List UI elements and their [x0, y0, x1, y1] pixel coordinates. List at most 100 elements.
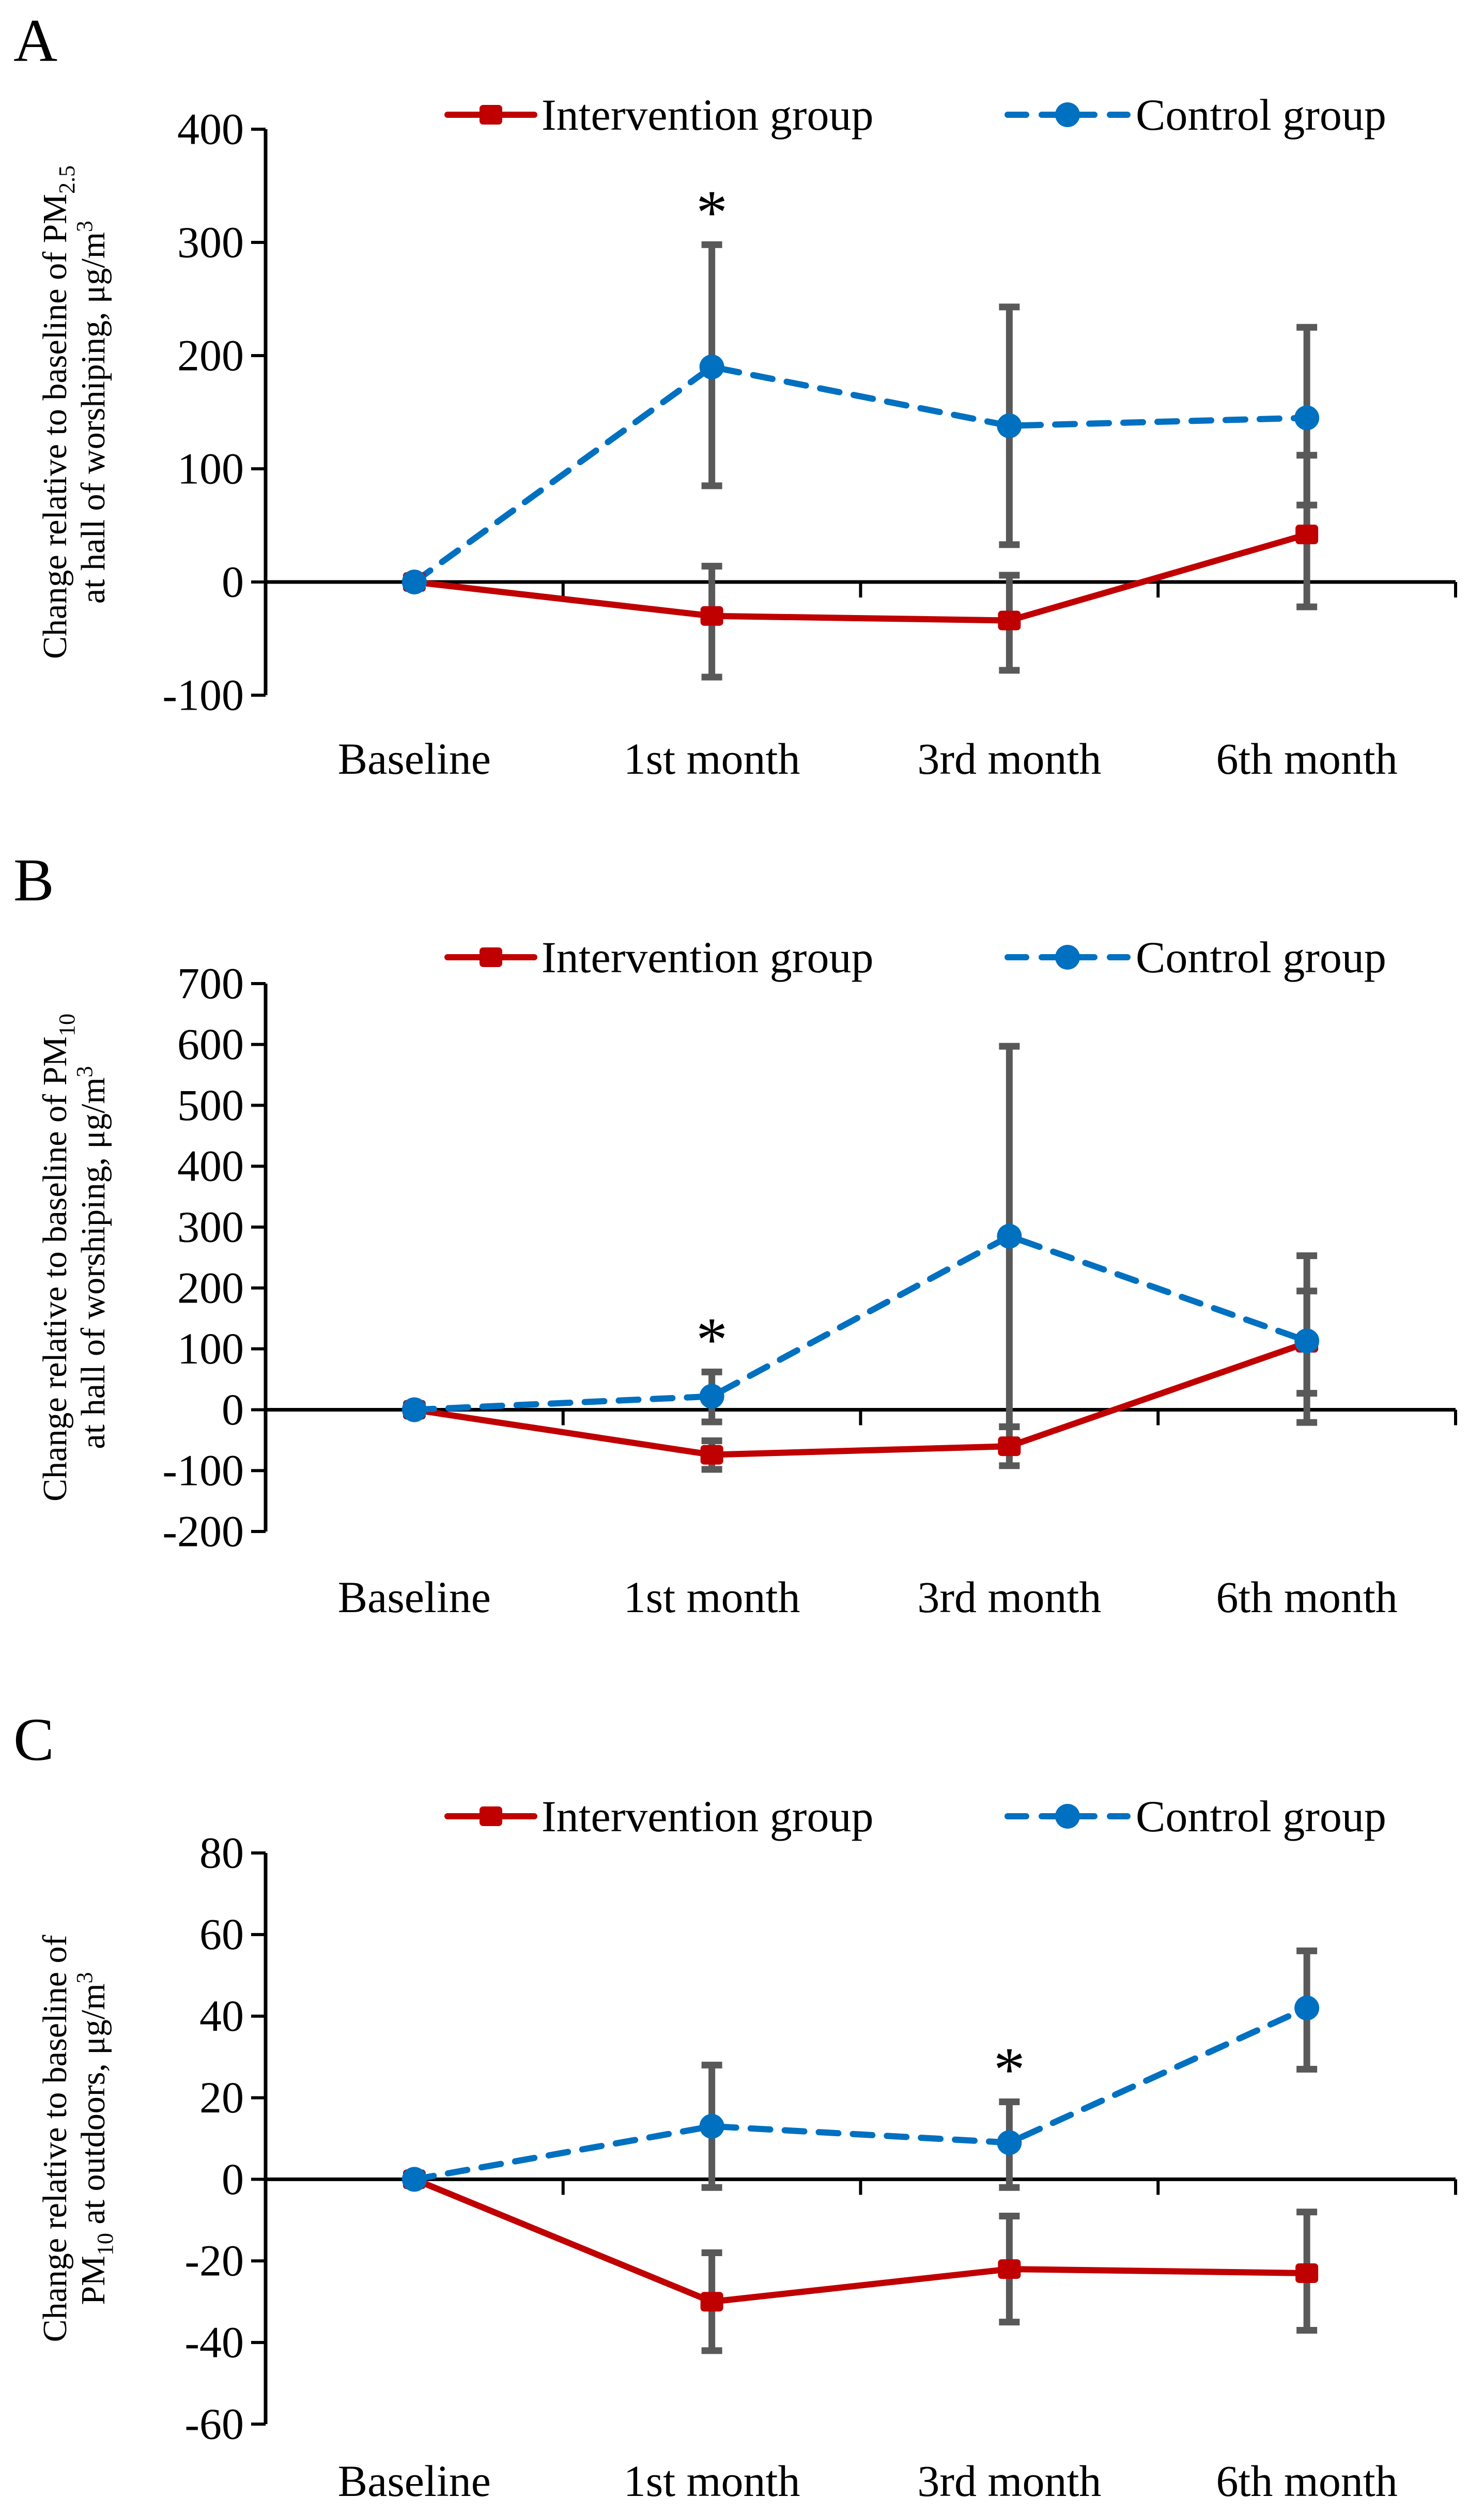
y-axis-title-line1: Change relative to baseline of PM2.5 [36, 165, 80, 659]
x-category-label: 3rd month [917, 734, 1101, 784]
panel-letter: B [13, 846, 54, 914]
y-axis: 400 300 200 100 0 -100 [162, 104, 268, 719]
y-tick-label: 60 [199, 1909, 244, 1959]
y-tick-label: 300 [177, 1202, 244, 1251]
y-tick-label: 600 [177, 1019, 244, 1069]
y-tick-label: 0 [222, 557, 244, 606]
x-category-label: 3rd month [917, 1572, 1101, 1622]
control-point-marker [699, 2113, 724, 2139]
significance-asterisk: * [696, 1305, 728, 1374]
y-tick-label: 0 [222, 2154, 244, 2204]
y-tick-label: 0 [222, 1385, 244, 1434]
y-axis-title-line2: PM10 at outdoors, μg/m3 [72, 1972, 118, 2305]
x-category-label: 6th month [1216, 1572, 1398, 1622]
y-axis-title: Change relative to baseline of PM2.5at h… [36, 165, 112, 659]
panel-B: B Intervention group Control group 700 600 50… [13, 846, 1457, 1622]
legend-label: Intervention group [542, 1791, 873, 1841]
legend-item-control: Control group [1004, 932, 1386, 982]
legend-item-control: Control group [1004, 1791, 1386, 1841]
intervention-point-marker [700, 1445, 723, 1465]
control-point-marker [1294, 1328, 1320, 1354]
intervention-point-marker [1295, 2263, 1319, 2283]
intervention-point-marker [1295, 525, 1319, 545]
y-tick-label: 80 [199, 1828, 244, 1877]
y-tick-label: -100 [162, 670, 244, 719]
legend-label: Control group [1136, 90, 1386, 140]
y-tick-label: -200 [162, 1506, 244, 1556]
control-line [411, 2004, 1310, 2183]
x-category-label: 1st month [624, 734, 800, 784]
control-point-marker [997, 1223, 1022, 1249]
legend-square-marker-icon [480, 1806, 502, 1826]
y-tick-label: -100 [162, 1446, 244, 1495]
y-tick-label: 40 [199, 1991, 244, 2041]
control-line [411, 1233, 1310, 1413]
x-category-label: Baseline [338, 1572, 491, 1622]
legend-label: Intervention group [542, 932, 873, 982]
y-tick-label: -20 [184, 2236, 244, 2286]
control-point-marker [401, 2167, 427, 2192]
control-point-marker [699, 354, 724, 379]
legend-square-marker-icon [480, 947, 502, 967]
y-tick-label: 200 [177, 330, 244, 380]
panel-letter: A [13, 7, 57, 74]
legend-item-intervention: Intervention group [444, 932, 873, 982]
legend-label: Control group [1136, 932, 1386, 982]
y-tick-label: 400 [177, 104, 244, 154]
x-category-label: 3rd month [917, 2456, 1101, 2506]
y-axis: 700 600 500 400 300 200 100 0 -100 -200 [162, 958, 268, 1556]
legend-item-control: Control group [1004, 90, 1386, 140]
legend: Intervention group Control group [444, 1791, 1386, 1841]
y-axis-title-line1: Change relative to baseline of [36, 1935, 74, 2342]
legend-circle-marker-icon [1055, 945, 1080, 970]
control-point-marker [1294, 405, 1320, 431]
y-tick-label: 500 [177, 1080, 244, 1130]
y-tick-label: 100 [177, 443, 244, 493]
y-tick-label: 200 [177, 1263, 244, 1312]
intervention-point-marker [998, 2259, 1021, 2279]
significance-asterisk: * [696, 177, 728, 247]
panel-letter: C [13, 1706, 54, 1773]
panel-C: C Intervention group Control group 80 60 40 20… [13, 1706, 1457, 2506]
legend-circle-marker-icon [1055, 102, 1080, 127]
x-category-label: Baseline [338, 2456, 491, 2506]
legend-label: Control group [1136, 1791, 1386, 1841]
intervention-point-marker [700, 606, 723, 626]
control-line [411, 363, 1310, 585]
y-tick-label: -60 [184, 2399, 244, 2448]
x-category-label: Baseline [338, 734, 491, 784]
y-axis-title-line2: at hall of worshiping, μg/m3 [72, 221, 112, 604]
x-category-label: 6th month [1216, 2456, 1398, 2506]
legend: Intervention group Control group [444, 90, 1386, 140]
x-category-label: 1st month [624, 1572, 800, 1622]
intervention-line [411, 2176, 1310, 2305]
legend-item-intervention: Intervention group [444, 1791, 873, 1841]
intervention-line [411, 1339, 1310, 1458]
legend-circle-marker-icon [1055, 1804, 1080, 1829]
control-point-marker [401, 1397, 427, 1422]
intervention-point-marker [998, 1436, 1021, 1457]
control-point-marker [997, 413, 1022, 438]
intervention-point-marker [700, 2292, 723, 2312]
y-tick-label: 700 [177, 958, 244, 1008]
y-tick-label: 400 [177, 1141, 244, 1191]
y-tick-label: 100 [177, 1324, 244, 1373]
legend: Intervention group Control group [444, 932, 1386, 982]
y-axis-title: Change relative to baseline of PM10 at ou… [36, 1935, 118, 2342]
legend-item-intervention: Intervention group [444, 90, 873, 140]
y-axis: 80 60 40 20 0 -20 -40 -60 [184, 1828, 268, 2448]
legend-label: Intervention group [542, 90, 873, 140]
control-point-marker [401, 570, 427, 594]
intervention-line [411, 531, 1310, 624]
x-category-label: 6th month [1216, 734, 1398, 784]
legend-square-marker-icon [480, 105, 502, 125]
control-point-marker [997, 2130, 1022, 2155]
y-tick-label: 20 [199, 2073, 244, 2122]
x-category-label: 1st month [624, 2456, 800, 2506]
control-point-marker [699, 1384, 724, 1409]
y-tick-label: -40 [184, 2318, 244, 2367]
y-axis-title-line1: Change relative to baseline of PM10 [36, 1014, 80, 1501]
